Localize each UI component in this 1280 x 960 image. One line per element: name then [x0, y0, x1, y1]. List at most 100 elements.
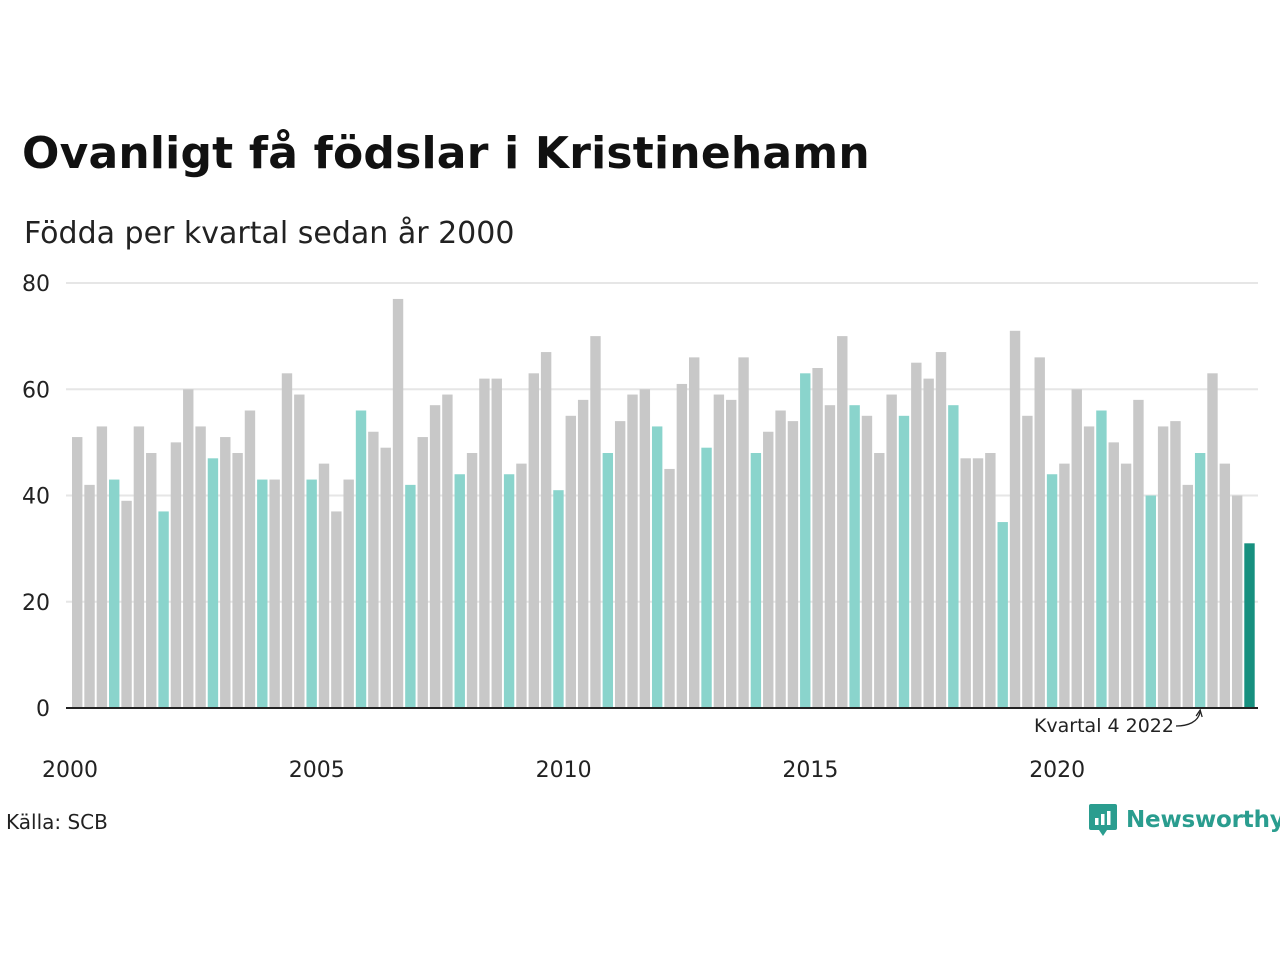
y-tick-label: 20 — [22, 591, 50, 616]
bar — [738, 357, 749, 708]
bar — [294, 394, 305, 708]
bar — [614, 421, 626, 708]
bar — [985, 453, 996, 708]
bar — [1034, 357, 1045, 708]
newsworthy-logo: Newsworthy — [1088, 802, 1280, 838]
bar-chart: 0 20 40 60 80 2000 2005 2010 2015 2020 Kvartal 4 … — [22, 272, 1258, 783]
bar — [405, 484, 416, 708]
bar — [1231, 495, 1243, 708]
bar — [861, 415, 873, 708]
bar — [1071, 389, 1082, 708]
bar — [676, 383, 688, 708]
annotation-arrowhead — [1195, 708, 1203, 718]
x-tick-label: 2005 — [289, 758, 345, 783]
x-tick-label: 2010 — [536, 758, 592, 783]
bar — [331, 511, 342, 708]
bar — [392, 298, 404, 708]
bar — [466, 453, 478, 708]
bar — [874, 453, 885, 708]
bar — [503, 474, 515, 708]
bar — [158, 511, 169, 708]
bar — [195, 426, 206, 708]
bar — [207, 458, 219, 708]
bar — [380, 447, 391, 708]
bar — [972, 458, 984, 708]
x-tick-label: 2000 — [42, 758, 98, 783]
bar — [800, 373, 811, 708]
bar — [417, 437, 428, 708]
bar — [257, 479, 268, 708]
bar — [750, 453, 762, 708]
bar — [824, 405, 836, 708]
bar — [726, 399, 737, 708]
bar — [1009, 330, 1021, 708]
bar — [306, 479, 317, 708]
bar — [713, 394, 725, 708]
bar — [689, 357, 700, 708]
bar — [1096, 410, 1107, 708]
bar — [935, 352, 947, 708]
bar — [639, 389, 651, 708]
bar — [1244, 543, 1255, 708]
x-tick-label: 2020 — [1029, 758, 1085, 783]
bar — [787, 421, 799, 708]
bar — [651, 426, 663, 708]
bar — [72, 437, 83, 708]
bar — [232, 453, 243, 708]
bar — [1059, 463, 1070, 708]
bar — [1046, 474, 1058, 708]
annotation-label: Kvartal 4 2022 — [1034, 715, 1174, 737]
bar — [244, 410, 256, 708]
bar — [183, 389, 194, 708]
bar — [318, 463, 330, 708]
bar — [1022, 415, 1033, 708]
annotation-arrow — [1175, 711, 1201, 727]
bar — [886, 394, 897, 708]
bar — [368, 431, 379, 708]
bar — [1207, 373, 1218, 708]
bar — [763, 431, 774, 708]
bar — [121, 500, 132, 708]
bar — [775, 410, 786, 708]
bar — [1182, 484, 1193, 708]
y-tick-label: 60 — [22, 378, 50, 403]
x-tick-label: 2015 — [782, 758, 838, 783]
bar — [627, 394, 638, 708]
bar — [1219, 463, 1231, 708]
bar — [1108, 442, 1119, 708]
bar — [1120, 463, 1132, 708]
bar — [849, 405, 860, 708]
bar — [479, 378, 490, 708]
bar — [960, 458, 971, 708]
newsworthy-logo-icon — [1089, 804, 1117, 836]
bar — [1133, 399, 1144, 708]
bar — [701, 447, 712, 708]
bar — [948, 405, 959, 708]
bar — [429, 405, 441, 708]
axes: 0 20 40 60 80 2000 2005 2010 2015 2020 — [22, 272, 1258, 783]
newsworthy-logo-text: Newsworthy — [1126, 807, 1280, 833]
bar — [577, 399, 589, 708]
y-tick-label: 80 — [22, 272, 50, 297]
y-tick-label: 0 — [36, 697, 50, 722]
source-credit: Källa: SCB — [6, 810, 108, 834]
bar — [565, 415, 576, 708]
chart-subtitle: Födda per kvartal sedan år 2000 — [24, 216, 515, 251]
chart-title: Ovanligt få födslar i Kristinehamn — [22, 128, 870, 179]
bar — [109, 479, 120, 708]
bar — [898, 415, 910, 708]
bar — [1157, 426, 1169, 708]
bar — [220, 437, 231, 708]
bar — [837, 336, 848, 708]
bar — [1170, 421, 1181, 708]
bar — [442, 394, 453, 708]
bar — [355, 410, 367, 708]
bar — [343, 479, 354, 708]
bar — [1145, 495, 1156, 708]
bar — [812, 368, 823, 708]
bar — [923, 378, 934, 708]
bars — [72, 298, 1255, 708]
bar — [602, 453, 614, 708]
bar — [664, 468, 675, 708]
bar — [84, 484, 95, 708]
